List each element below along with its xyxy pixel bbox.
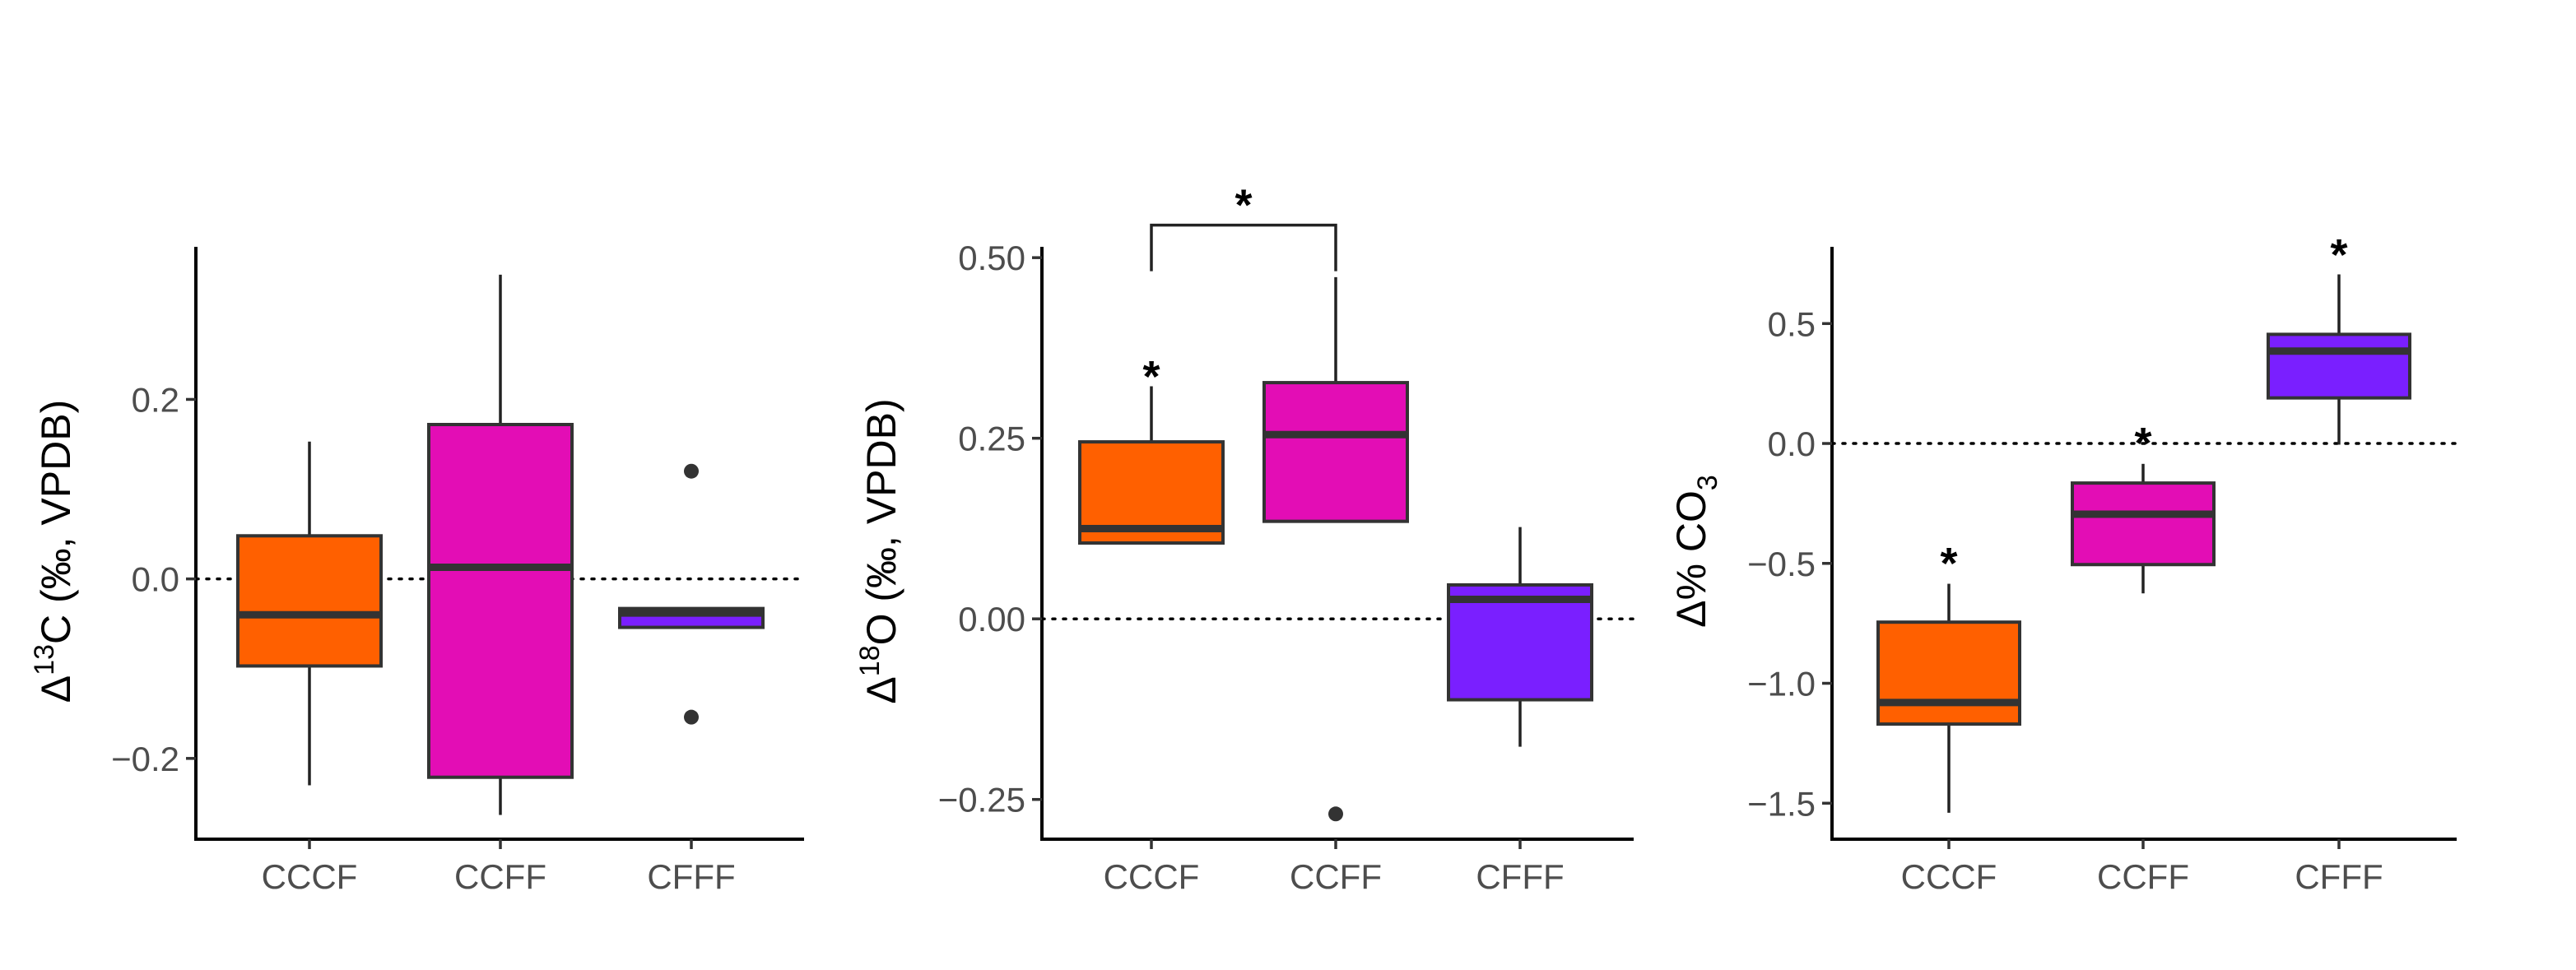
box-ccff <box>427 274 574 815</box>
box-ccff <box>2071 463 2216 594</box>
y-tick-label: 0.2 <box>132 380 179 419</box>
box-cccf <box>236 441 383 786</box>
x-tick-label: CCCF <box>1901 857 1997 896</box>
box-cfff <box>1447 527 1593 747</box>
x-tick-label: CFFF <box>1476 857 1564 896</box>
box-cfff <box>618 463 765 725</box>
y-axis-title: Δ18O (‰, VPDB) <box>854 398 904 703</box>
panel-2: * * 0.50 0.25 0.00 −0.25 CCCF CCFF CFFF Δ18O (‰, … <box>854 181 1635 896</box>
y-tick-label: −1.0 <box>1747 665 1816 703</box>
y-tick-label: 0.00 <box>958 600 1025 638</box>
box-iqr <box>2071 481 2216 567</box>
y-tick-label: −0.25 <box>938 781 1025 819</box>
significance-star: * <box>1142 352 1160 401</box>
box-ccff <box>1262 276 1409 822</box>
x-tick-label: CCFF <box>2097 857 2189 896</box>
box-iqr <box>427 423 574 779</box>
outlier-point <box>684 709 699 725</box>
y-tick-label: −1.5 <box>1747 784 1816 823</box>
box-cfff <box>2267 274 2411 445</box>
significance-star: * <box>1235 181 1252 230</box>
x-tick-label: CCFF <box>1290 857 1382 896</box>
box-iqr <box>1876 620 2021 726</box>
box-iqr <box>2267 332 2411 400</box>
y-tick-label: −0.2 <box>111 740 179 778</box>
box-iqr <box>1447 582 1593 702</box>
y-axis-title: Δ13C (‰, VPDB) <box>29 400 79 703</box>
box-cccf <box>1078 386 1225 545</box>
significance-star: * <box>2134 419 2151 468</box>
panel-3: * * * 0.5 0.0 −0.5 −1.0 −1.5 CCCF CCFF CFFF Δ% CO3 <box>1668 230 2458 896</box>
outlier-point <box>1328 806 1343 822</box>
x-tick-label: CCCF <box>262 857 358 896</box>
box-iqr <box>1262 381 1409 523</box>
x-tick-label: CFFF <box>2295 857 2383 896</box>
y-axis-title: Δ% CO3 <box>1668 475 1723 628</box>
significance-star: * <box>2330 230 2347 280</box>
box-cccf <box>1876 583 2021 813</box>
significance-bracket <box>1150 223 1337 272</box>
x-tick-label: CCCF <box>1104 857 1200 896</box>
y-tick-label: 0.25 <box>958 420 1025 458</box>
y-tick-label: −0.5 <box>1747 545 1816 583</box>
y-tick-label: 0.50 <box>958 239 1025 277</box>
significance-star: * <box>1940 539 1957 588</box>
y-tick-label: 0.5 <box>1768 304 1816 343</box>
panel-1: 0.2 0.0 −0.2 CCCF CCFF CFFF Δ13C (‰, VPDB) <box>29 247 806 896</box>
y-tick-label: 0.0 <box>1768 425 1816 463</box>
x-tick-label: CFFF <box>647 857 735 896</box>
outlier-point <box>684 463 699 479</box>
box-iqr <box>236 534 383 668</box>
x-tick-label: CCFF <box>454 857 546 896</box>
y-tick-label: 0.0 <box>132 560 179 599</box>
